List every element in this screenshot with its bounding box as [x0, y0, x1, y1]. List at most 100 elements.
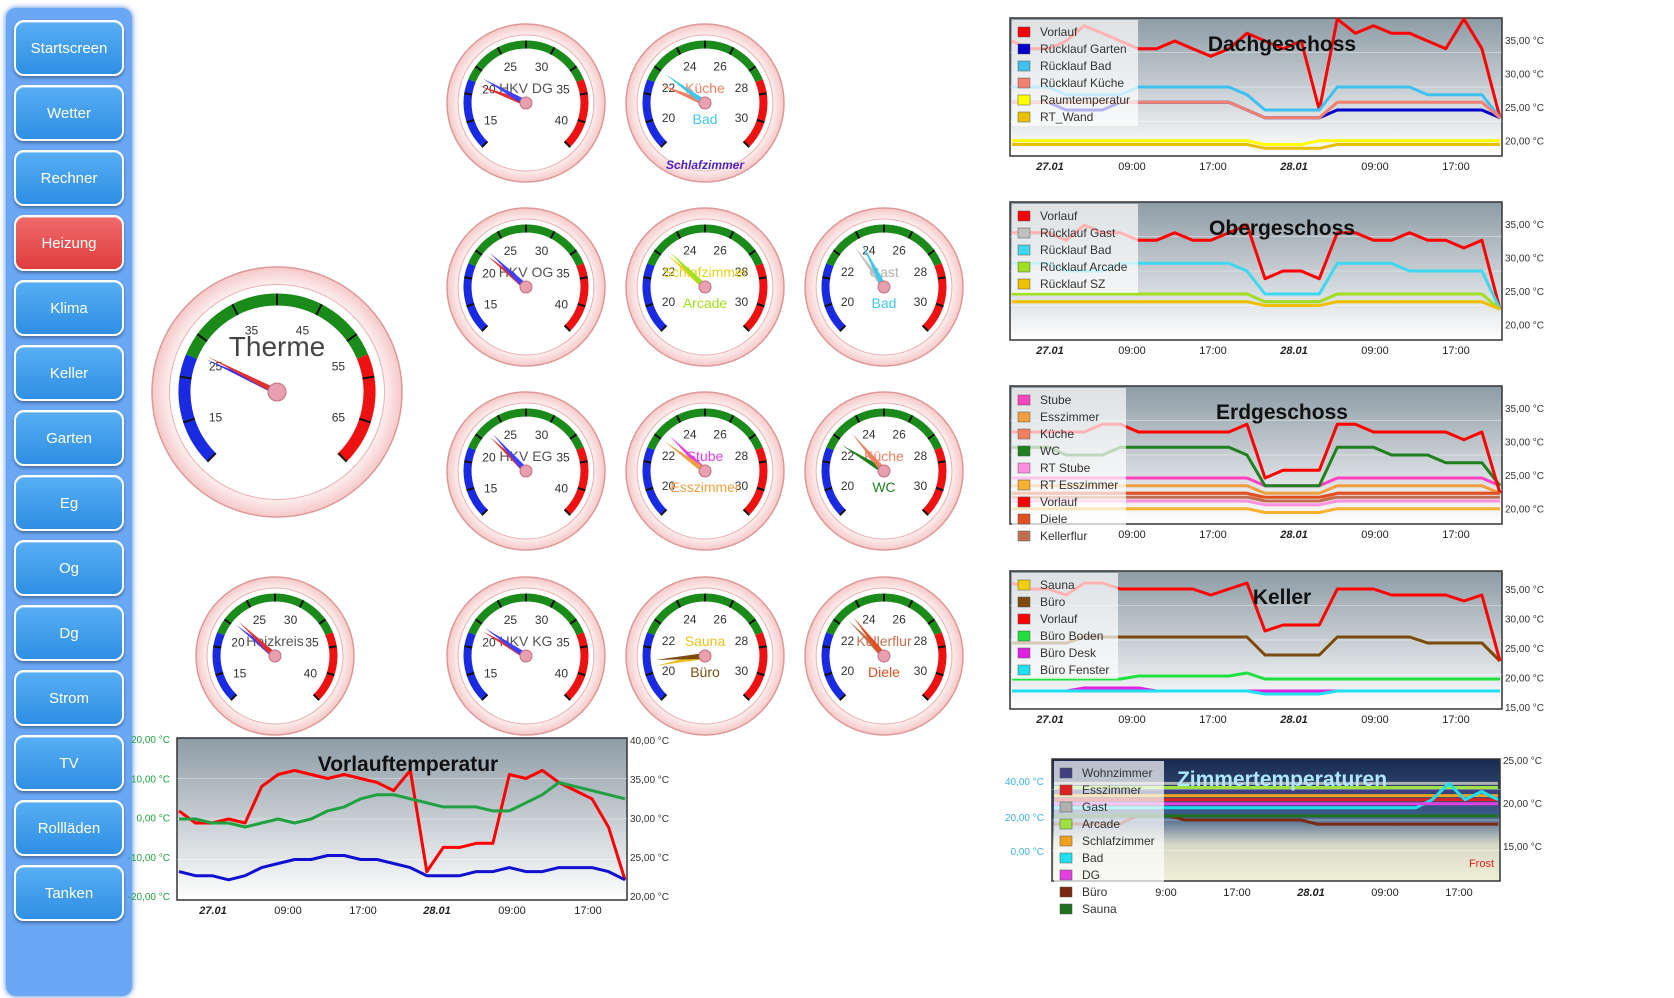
gauge-tick-label: 26	[892, 244, 906, 258]
legend-label[interactable]: Rücklauf SZ	[1040, 277, 1105, 291]
legend-label[interactable]: Schlafzimmer	[1082, 834, 1155, 848]
legend-label[interactable]: Rücklauf Gast	[1040, 226, 1116, 240]
legend-label[interactable]: Vorlauf	[1040, 25, 1078, 39]
nav-button-rechner[interactable]: Rechner	[14, 150, 124, 206]
legend-label[interactable]: RT Stube	[1040, 461, 1091, 475]
gauge-tick-label: 15	[233, 667, 247, 681]
nav-button-og[interactable]: Og	[14, 540, 124, 596]
gauge-needle	[669, 251, 708, 290]
gauge-hub	[698, 280, 712, 294]
nav-button-tv[interactable]: TV	[14, 735, 124, 791]
legend-label[interactable]: Küche	[1040, 427, 1074, 441]
legend-label[interactable]: Esszimmer	[1040, 410, 1099, 424]
gauge-label-secondary: Esszimmer	[670, 479, 740, 495]
legend-label[interactable]: Bad	[1082, 851, 1103, 865]
x-tick-label: 28.01	[1279, 714, 1308, 726]
nav-button-dg[interactable]: Dg	[14, 605, 124, 661]
y-left-tick-label: 0,00 °C	[137, 814, 170, 825]
legend-label[interactable]: Rücklauf Garten	[1040, 42, 1127, 56]
nav-button-garten[interactable]: Garten	[14, 410, 124, 466]
nav-button-heizung[interactable]: Heizung	[14, 215, 124, 271]
x-tick-label: 09:00	[274, 905, 302, 917]
legend-swatch	[1017, 664, 1031, 676]
nav-button-keller[interactable]: Keller	[14, 345, 124, 401]
legend-label[interactable]: Sauna	[1082, 902, 1117, 916]
gauge-tick-label: 22	[662, 449, 676, 463]
legend-label[interactable]: Büro Boden	[1040, 629, 1103, 643]
legend-label[interactable]: Diele	[1040, 512, 1068, 526]
nav-button-strom[interactable]: Strom	[14, 670, 124, 726]
legend-label[interactable]: Stube	[1040, 393, 1072, 407]
legend-swatch	[1017, 613, 1031, 625]
legend-label[interactable]: Vorlauf	[1040, 495, 1078, 509]
gauge-tick-label: 25	[504, 244, 518, 258]
gauge-hub	[519, 280, 533, 294]
legend-label[interactable]: Raumtemperatur	[1040, 93, 1130, 107]
legend-label[interactable]: Büro Fenster	[1040, 663, 1109, 677]
chart-title: Keller	[1253, 586, 1311, 609]
legend-label[interactable]: Wohnzimmer	[1082, 766, 1152, 780]
chart-series-line	[1012, 300, 1501, 311]
nav-button-klima[interactable]: Klima	[14, 280, 124, 336]
nav-button-rollläden[interactable]: Rollläden	[14, 800, 124, 856]
nav-button-tanken[interactable]: Tanken	[14, 865, 124, 921]
gauge-tick-label: 22	[841, 265, 855, 279]
legend-label[interactable]: Büro	[1082, 885, 1108, 899]
nav-button-eg[interactable]: Eg	[14, 475, 124, 531]
y-tick-label: 30,00 °C	[1505, 615, 1544, 626]
gauge-needle	[841, 445, 886, 474]
y-tick-label: 35,00 °C	[630, 775, 669, 786]
legend-label[interactable]: Gast	[1082, 800, 1108, 814]
gauge-tick-label: 35	[556, 266, 570, 280]
legend-label[interactable]: Rücklauf Arcade	[1040, 260, 1128, 274]
legend-label[interactable]: WC	[1040, 444, 1060, 458]
legend-swatch	[1017, 77, 1031, 89]
legend-label[interactable]: Büro	[1040, 595, 1066, 609]
legend-label[interactable]: Rücklauf Bad	[1040, 59, 1111, 73]
gauge-tick-label: 20	[482, 635, 496, 649]
gauge-tick-label: 26	[892, 613, 906, 627]
gauge-tick-label: 15	[209, 410, 223, 424]
nav-button-startscreen[interactable]: Startscreen	[14, 20, 124, 76]
legend-label[interactable]: Arcade	[1082, 817, 1120, 831]
gauge-tick-label: 30	[735, 664, 749, 678]
legend-label[interactable]: RT_Wand	[1040, 110, 1093, 124]
legend-swatch	[1059, 886, 1073, 898]
legend-label[interactable]: RT Esszimmer	[1040, 478, 1118, 492]
x-tick-label: 09:00	[1118, 161, 1146, 173]
x-tick-label: 09:00	[1371, 887, 1399, 899]
chart-series-line	[178, 768, 627, 881]
legend-label[interactable]: Esszimmer	[1082, 783, 1141, 797]
legend-label[interactable]: Kellerflur	[1040, 529, 1087, 543]
y-tick-label: 20,00 °C	[1505, 674, 1544, 685]
legend-label[interactable]: Sauna	[1040, 578, 1075, 592]
gauge-tick-label: 25	[504, 428, 518, 442]
x-tick-label: 17:00	[1442, 529, 1470, 541]
legend-swatch	[1017, 94, 1031, 106]
legend-label[interactable]: Vorlauf	[1040, 612, 1078, 626]
legend-swatch	[1017, 462, 1031, 474]
gauge-tick-label: 24	[683, 244, 697, 258]
legend-label[interactable]: Rücklauf Küche	[1040, 76, 1124, 90]
legend-label[interactable]: Vorlauf	[1040, 209, 1078, 223]
legend-swatch	[1059, 767, 1073, 779]
legend-swatch	[1059, 835, 1073, 847]
chart-title: Zimmertemperaturen	[1177, 768, 1387, 791]
legend-swatch	[1017, 630, 1031, 642]
gauge-tick-label: 20	[662, 479, 676, 493]
gauge-tick-label: 25	[504, 60, 518, 74]
nav-button-wetter[interactable]: Wetter	[14, 85, 124, 141]
legend-label[interactable]: DG	[1082, 868, 1100, 882]
y-tick-label: 35,00 °C	[1505, 585, 1544, 596]
gauge-hub	[698, 649, 712, 663]
gauge-tick-label: 30	[284, 613, 298, 627]
x-tick-label: 27.01	[198, 905, 227, 917]
gauge-sauna-buero: 20 22 24 26 28 30 Sauna Büro	[625, 576, 785, 736]
legend-label[interactable]: Büro Desk	[1040, 646, 1097, 660]
legend-label[interactable]: Rücklauf Bad	[1040, 243, 1111, 257]
